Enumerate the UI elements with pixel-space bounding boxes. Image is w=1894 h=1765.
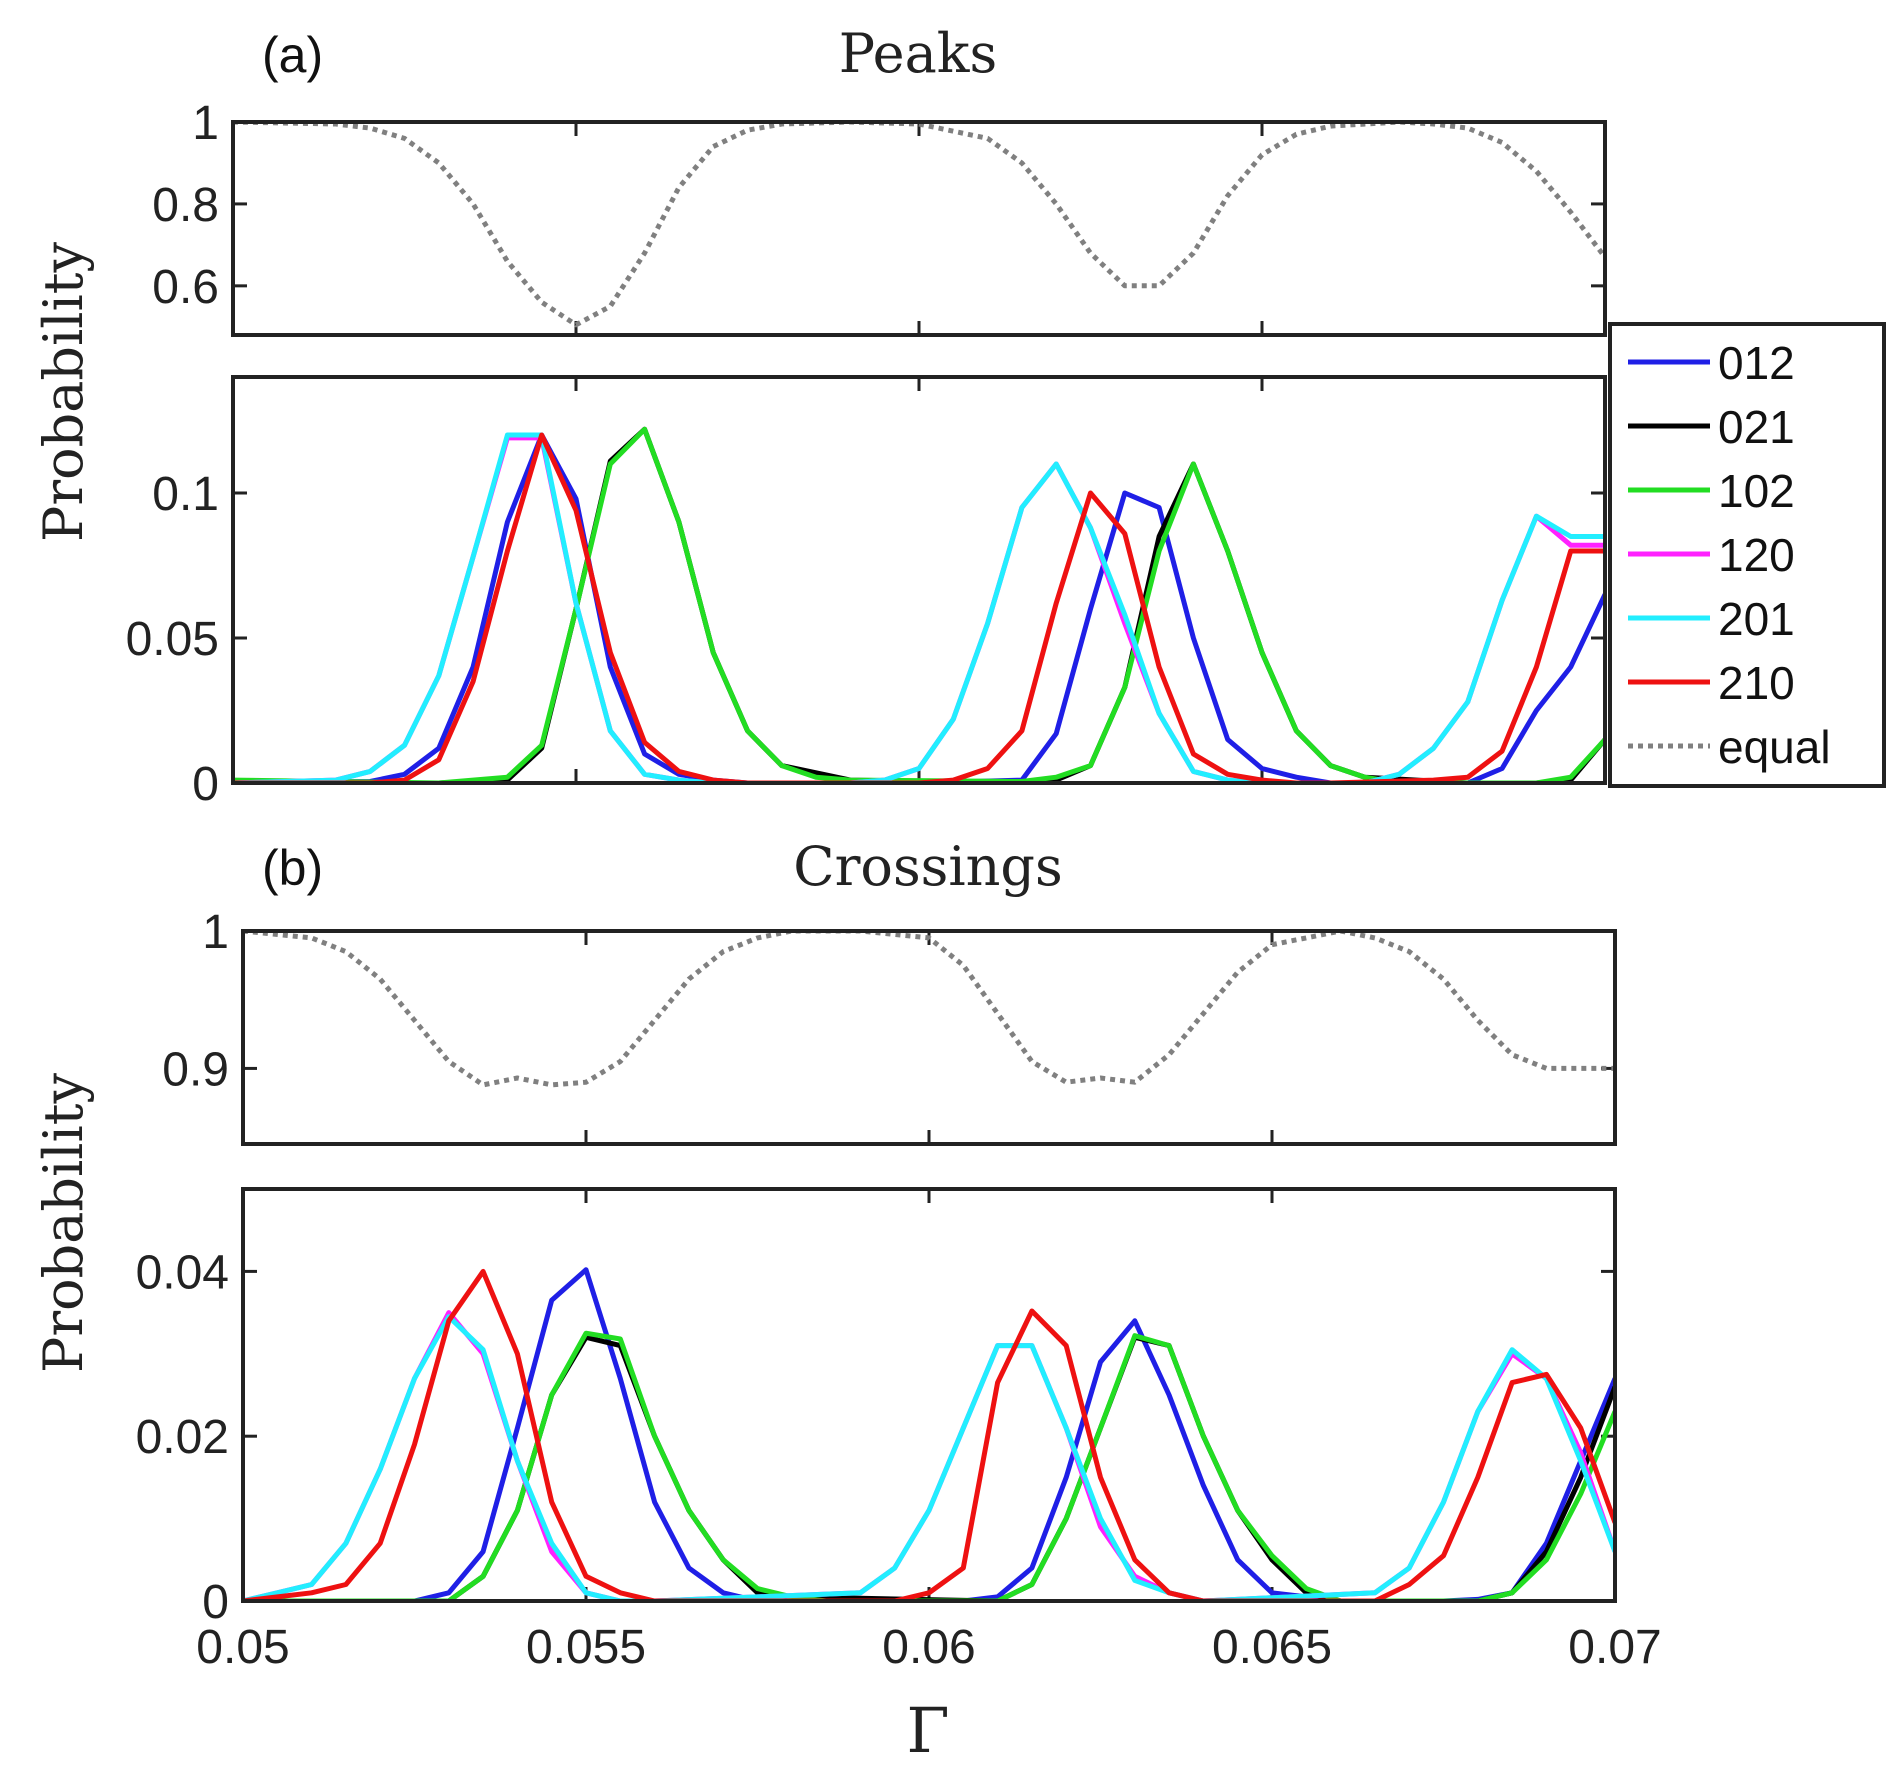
ylabel-b: Probability — [32, 1073, 95, 1373]
axes-frame-b-bottom — [241, 1187, 1617, 1603]
series-line-b-bottom-021 — [243, 1334, 1615, 1601]
series-line-a-bottom-201 — [233, 432, 1605, 783]
series-line-b-bottom-201 — [243, 1314, 1615, 1601]
ytick-label-a-bottom-0: 0 — [192, 758, 219, 811]
ytick-label-b-bottom-2: 0.04 — [136, 1246, 229, 1299]
ytick-label-a-top-1: 0.8 — [152, 179, 219, 232]
ylabel-a: Probability — [32, 242, 95, 542]
axes-b-top: 0.91 — [162, 906, 1617, 1146]
axes-frame-a-top — [231, 120, 1607, 337]
legend-label-120: 120 — [1718, 529, 1795, 581]
xtick-label-1: 0.055 — [526, 1621, 646, 1674]
ytick-label-b-top-1: 1 — [202, 906, 229, 959]
title-peaks: Peaks — [839, 22, 998, 85]
panel-label-b: (b) — [262, 840, 323, 896]
series-line-b-bottom-012 — [243, 1267, 1615, 1601]
series-line-a-bottom-021 — [233, 426, 1605, 783]
ytick-label-a-bottom-2: 0.1 — [152, 468, 219, 521]
series-line-b-top-equal — [243, 931, 1615, 1088]
legend-label-201: 201 — [1718, 593, 1795, 645]
legend-label-012: 012 — [1718, 337, 1795, 389]
legend-label-021: 021 — [1718, 401, 1795, 453]
legend: 012 021 102 120 201 210 equal — [1608, 322, 1886, 788]
axes-frame-a-bottom — [231, 375, 1607, 785]
series-group-b-top — [243, 931, 1615, 1088]
axes-frame-b-top — [241, 929, 1617, 1146]
axes-a-bottom: 0 0.05 0.1 — [126, 375, 1607, 811]
series-group-a-bottom — [233, 426, 1605, 783]
series-line-b-bottom-102 — [243, 1330, 1615, 1601]
series-line-b-bottom-120 — [243, 1310, 1615, 1601]
series-line-a-top-equal — [233, 122, 1605, 328]
ytick-label-b-top-0: 0.9 — [162, 1043, 229, 1096]
series-line-a-bottom-102 — [233, 426, 1605, 783]
legend-label-equal: equal — [1718, 721, 1831, 773]
ytick-label-a-bottom-1: 0.05 — [126, 613, 219, 666]
xtick-label-4: 0.07 — [1568, 1621, 1661, 1674]
xlabel: Γ — [906, 1694, 949, 1765]
xtick-label-2: 0.06 — [882, 1621, 975, 1674]
legend-label-102: 102 — [1718, 465, 1795, 517]
ytick-label-a-top-2: 1 — [192, 97, 219, 150]
legend-box — [1608, 322, 1886, 788]
xtick-label-3: 0.065 — [1212, 1621, 1332, 1674]
ytick-label-b-bottom-0: 0 — [202, 1576, 229, 1629]
series-line-a-bottom-012 — [233, 432, 1605, 783]
series-line-a-bottom-120 — [233, 435, 1605, 783]
legend-label-210: 210 — [1718, 657, 1795, 709]
series-line-a-bottom-210 — [233, 432, 1605, 783]
ytick-label-b-bottom-1: 0.02 — [136, 1411, 229, 1464]
series-line-b-bottom-210 — [243, 1268, 1615, 1601]
panel-label-a: (a) — [262, 27, 323, 83]
title-crossings: Crossings — [793, 835, 1062, 898]
series-group-b-bottom — [243, 1267, 1615, 1601]
axes-b-bottom: 0 0.02 0.04 0.05 0.055 0.06 0.065 0.07 — [136, 1187, 1662, 1674]
ytick-label-a-top-0: 0.6 — [152, 261, 219, 314]
axes-a-top: 0.6 0.8 1 — [152, 97, 1607, 337]
xtick-label-0: 0.05 — [196, 1621, 289, 1674]
series-group-a-top — [233, 122, 1605, 328]
